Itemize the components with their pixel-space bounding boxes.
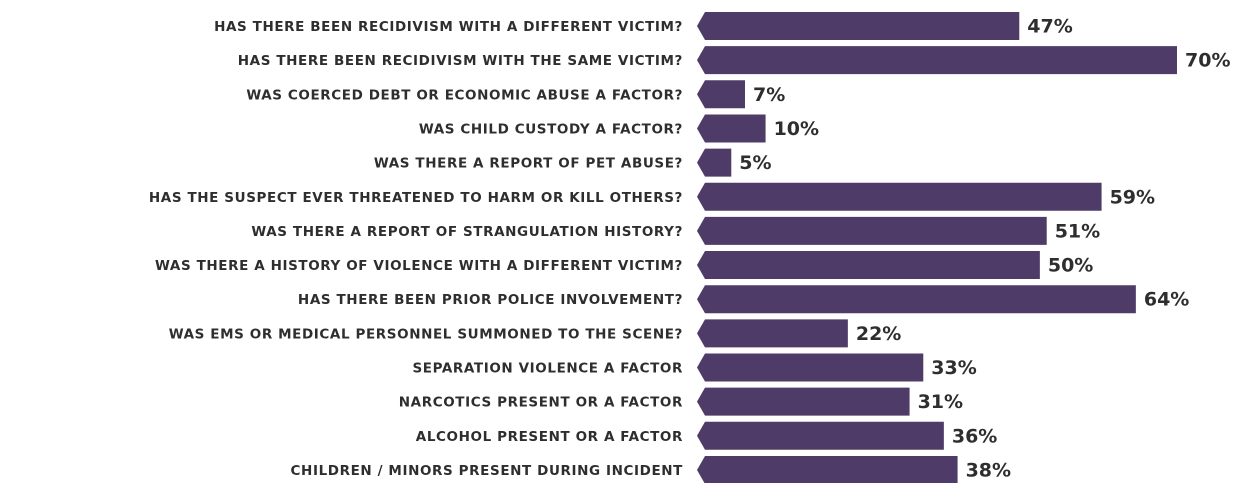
value-label: 38% [966,459,1011,481]
bar [697,182,1102,211]
value-label: 22% [856,323,901,345]
value-label: 47% [1027,16,1072,38]
category-label: WAS THERE A REPORT OF STRANGULATION HIST… [251,224,683,240]
category-label: WAS THERE A HISTORY OF VIOLENCE WITH A D… [155,258,683,274]
bar [697,148,732,177]
category-label: CHILDREN / MINORS PRESENT DURING INCIDEN… [291,463,684,479]
bar [697,455,958,483]
category-label: HAS THE SUSPECT EVER THREATENED TO HARM … [149,190,683,206]
category-label: HAS THERE BEEN RECIDIVISM WITH THE SAME … [238,53,683,69]
category-label: HAS THERE BEEN PRIOR POLICE INVOLVEMENT? [298,292,683,308]
category-label: HAS THERE BEEN RECIDIVISM WITH A DIFFERE… [214,19,683,35]
category-label: NARCOTICS PRESENT OR A FACTOR [399,395,683,411]
bar [697,114,766,143]
value-label: 51% [1055,220,1100,242]
category-label: WAS CHILD CUSTODY A FACTOR? [419,121,683,137]
bar [697,421,944,450]
value-label: 59% [1110,186,1155,208]
category-label: ALCOHOL PRESENT OR A FACTOR [416,429,683,445]
bar [697,12,1020,40]
value-label: 10% [774,118,819,140]
category-label: WAS THERE A REPORT OF PET ABUSE? [374,156,683,172]
bar [697,319,848,348]
category-label: SEPARATION VIOLENCE A FACTOR [412,361,683,377]
value-label: 31% [918,391,963,413]
value-label: 5% [739,152,771,174]
bar [697,353,924,382]
value-label: 33% [931,357,976,379]
value-label: 70% [1185,50,1230,72]
bar [697,216,1047,245]
bar [697,387,910,416]
category-label: WAS EMS OR MEDICAL PERSONNEL SUMMONED TO… [169,326,683,342]
value-label: 36% [952,425,997,447]
bar [697,285,1136,314]
value-label: 64% [1144,289,1189,311]
bar [697,251,1040,280]
bar [697,46,1177,75]
bar [697,80,745,109]
value-label: 7% [753,84,785,106]
value-label: 50% [1048,255,1093,277]
category-label: WAS COERCED DEBT OR ECONOMIC ABUSE A FAC… [246,87,683,103]
